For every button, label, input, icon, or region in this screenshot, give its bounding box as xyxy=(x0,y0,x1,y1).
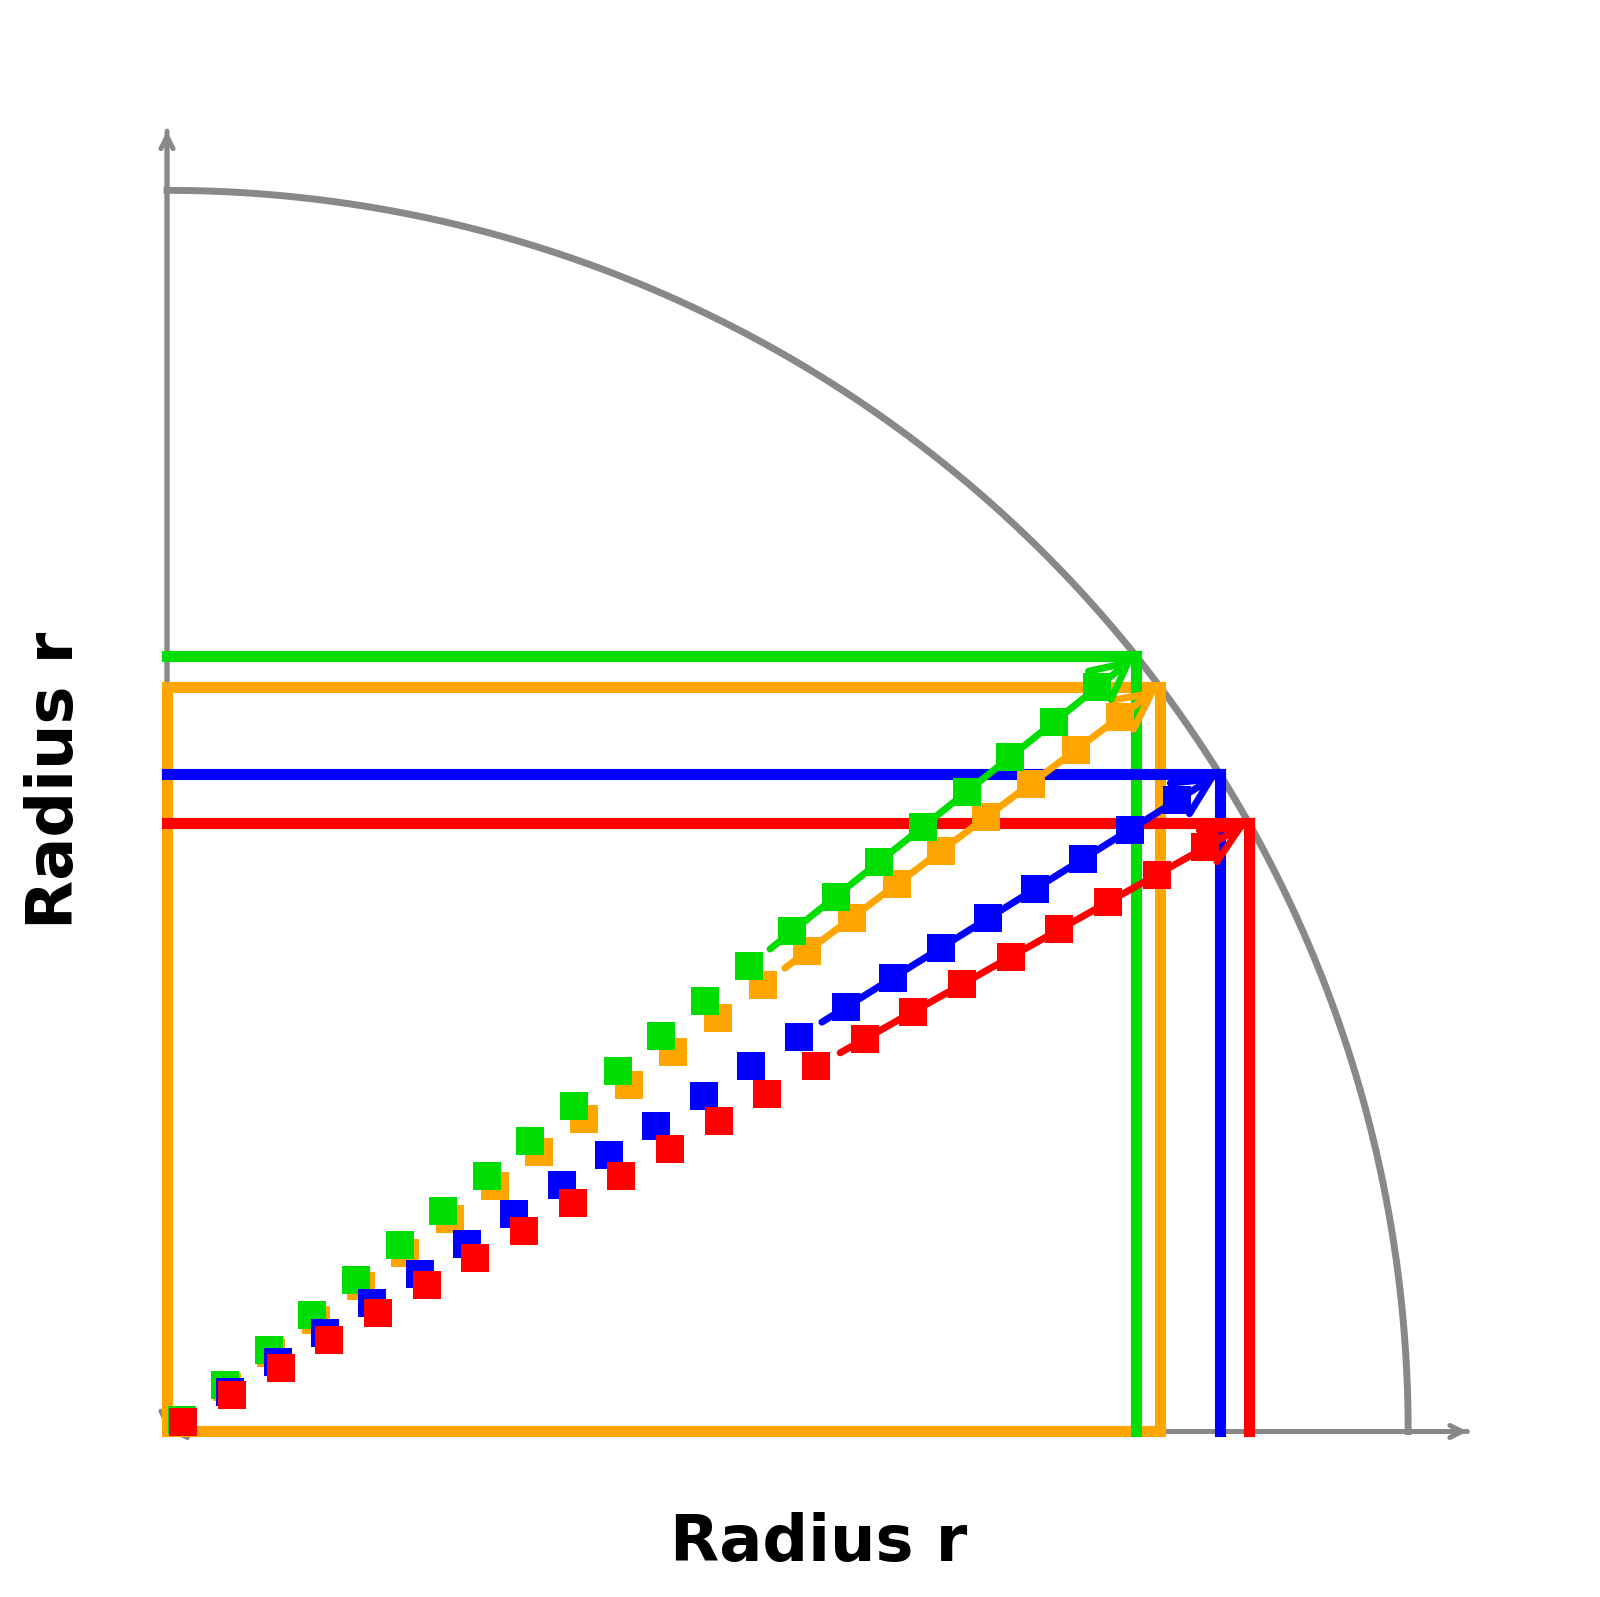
Point xyxy=(312,1321,338,1346)
Point xyxy=(755,1081,781,1107)
Point xyxy=(605,1059,630,1084)
Point xyxy=(840,905,866,931)
Point xyxy=(387,1233,413,1258)
Point xyxy=(454,1231,480,1257)
Point xyxy=(562,1092,587,1118)
Point xyxy=(1042,709,1067,735)
Point xyxy=(213,1372,238,1397)
Point xyxy=(302,1306,328,1332)
Point xyxy=(661,1040,686,1065)
Point xyxy=(867,850,893,875)
Point xyxy=(834,995,859,1020)
Point xyxy=(526,1139,552,1164)
Point xyxy=(347,1273,373,1298)
Point xyxy=(406,1262,432,1287)
Point xyxy=(608,1163,634,1188)
Point xyxy=(365,1300,390,1326)
Point xyxy=(706,1006,731,1032)
Point xyxy=(643,1113,669,1139)
Point xyxy=(1096,890,1122,915)
Point xyxy=(693,989,718,1014)
Point xyxy=(691,1083,717,1108)
Point xyxy=(738,1054,763,1080)
Point xyxy=(648,1024,674,1049)
Point xyxy=(928,838,954,864)
Point xyxy=(736,953,762,979)
Point xyxy=(998,944,1024,969)
Point xyxy=(256,1337,282,1362)
Point xyxy=(803,1054,829,1080)
Point xyxy=(1165,787,1190,813)
Point xyxy=(264,1349,290,1375)
Point xyxy=(1144,862,1170,888)
Point xyxy=(430,1198,456,1223)
Bar xyxy=(166,687,1160,1431)
Point xyxy=(171,1410,197,1436)
Point xyxy=(822,883,848,909)
Point xyxy=(1022,877,1048,902)
Point xyxy=(510,1219,536,1244)
Point xyxy=(219,1381,245,1407)
Point xyxy=(750,973,776,998)
Point xyxy=(974,905,1000,931)
Point xyxy=(317,1327,342,1353)
Text: Radius r: Radius r xyxy=(24,631,86,928)
Point xyxy=(170,1409,195,1434)
Point xyxy=(392,1239,418,1265)
Point xyxy=(344,1268,370,1294)
Point xyxy=(501,1201,526,1226)
Point xyxy=(1062,738,1088,763)
Point xyxy=(218,1380,243,1405)
Point xyxy=(954,779,979,805)
Point xyxy=(1018,771,1043,797)
Point xyxy=(795,939,821,965)
Point xyxy=(560,1190,586,1215)
Point xyxy=(973,805,998,830)
Point xyxy=(1107,704,1133,730)
Point xyxy=(597,1142,622,1167)
Point xyxy=(571,1107,597,1132)
Text: Radius r: Radius r xyxy=(670,1512,968,1575)
Point xyxy=(170,1407,195,1433)
Point xyxy=(259,1340,285,1365)
Point xyxy=(462,1246,488,1271)
Point xyxy=(214,1373,240,1399)
Point xyxy=(880,965,906,990)
Point xyxy=(779,918,805,944)
Point xyxy=(901,998,926,1024)
Point xyxy=(1085,674,1110,699)
Point xyxy=(518,1127,544,1153)
Point xyxy=(658,1135,683,1161)
Point xyxy=(616,1073,642,1099)
Point xyxy=(851,1027,877,1052)
Point xyxy=(168,1407,194,1433)
Point xyxy=(474,1163,499,1188)
Point xyxy=(549,1172,574,1198)
Point xyxy=(997,744,1022,770)
Point xyxy=(910,814,936,840)
Point xyxy=(482,1172,507,1198)
Point xyxy=(786,1024,811,1049)
Point xyxy=(1117,816,1142,842)
Point xyxy=(885,872,910,898)
Point xyxy=(949,971,974,997)
Point xyxy=(928,936,954,961)
Point xyxy=(414,1273,440,1298)
Point xyxy=(299,1303,325,1329)
Point xyxy=(1192,835,1218,861)
Point xyxy=(437,1206,462,1231)
Point xyxy=(706,1108,731,1134)
Point xyxy=(267,1354,293,1380)
Point xyxy=(360,1290,386,1316)
Point xyxy=(1046,917,1072,942)
Point xyxy=(1070,846,1096,872)
